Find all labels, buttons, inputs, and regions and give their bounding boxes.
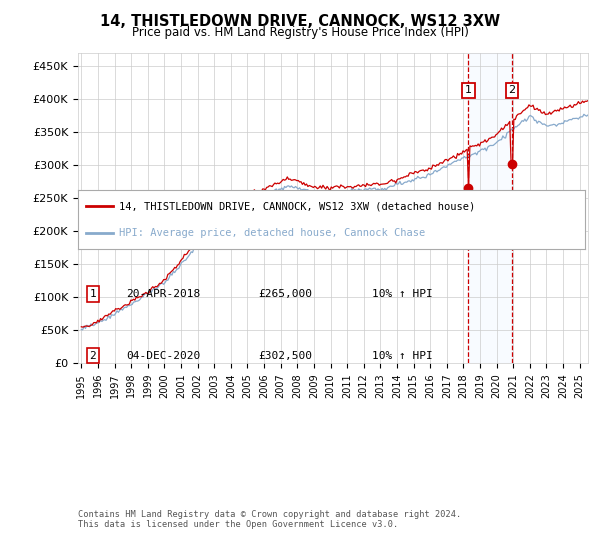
Text: Contains HM Land Registry data © Crown copyright and database right 2024.
This d: Contains HM Land Registry data © Crown c… bbox=[78, 510, 461, 529]
Text: £265,000: £265,000 bbox=[258, 289, 312, 299]
Text: Price paid vs. HM Land Registry's House Price Index (HPI): Price paid vs. HM Land Registry's House … bbox=[131, 26, 469, 39]
Text: HPI: Average price, detached house, Cannock Chase: HPI: Average price, detached house, Cann… bbox=[119, 228, 425, 239]
Text: 10% ↑ HPI: 10% ↑ HPI bbox=[372, 289, 433, 299]
Text: 20-APR-2018: 20-APR-2018 bbox=[126, 289, 200, 299]
Text: £302,500: £302,500 bbox=[258, 351, 312, 361]
Text: 04-DEC-2020: 04-DEC-2020 bbox=[126, 351, 200, 361]
Text: 10% ↑ HPI: 10% ↑ HPI bbox=[372, 351, 433, 361]
Text: 2: 2 bbox=[89, 351, 97, 361]
Bar bbox=[469, 53, 512, 363]
Text: 14, THISTLEDOWN DRIVE, CANNOCK, WS12 3XW: 14, THISTLEDOWN DRIVE, CANNOCK, WS12 3XW bbox=[100, 14, 500, 29]
Text: 1: 1 bbox=[465, 86, 472, 95]
Text: 1: 1 bbox=[89, 289, 97, 299]
Text: 2: 2 bbox=[508, 86, 515, 95]
Text: 14, THISTLEDOWN DRIVE, CANNOCK, WS12 3XW (detached house): 14, THISTLEDOWN DRIVE, CANNOCK, WS12 3XW… bbox=[119, 201, 475, 211]
